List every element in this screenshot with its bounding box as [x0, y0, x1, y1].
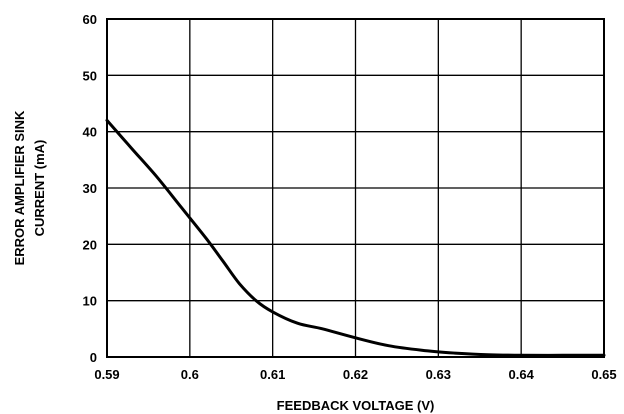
- x-tick-label: 0.63: [426, 367, 451, 382]
- series-line: [105, 118, 606, 357]
- y-tick-label: 50: [83, 68, 97, 83]
- y-axis-title-line-2: CURRENT (mA): [32, 140, 47, 237]
- y-tick-label: 0: [90, 350, 97, 365]
- series-layer: [105, 118, 606, 357]
- plot-frame: [106, 18, 605, 358]
- x-tick-label: 0.6: [181, 367, 199, 382]
- y-tick-labels: 0 10 20 30 40 50 60: [83, 12, 97, 365]
- y-tick-label: 20: [83, 237, 97, 252]
- y-tick-label: 40: [83, 125, 97, 140]
- x-tick-label: 0.61: [260, 367, 285, 382]
- x-axis-title: FEEDBACK VOLTAGE (V): [277, 398, 435, 413]
- plot-border: [106, 18, 605, 358]
- x-tick-label: 0.64: [509, 367, 535, 382]
- x-tick-label: 0.65: [591, 367, 616, 382]
- y-tick-label: 60: [83, 12, 97, 27]
- y-tick-label: 30: [83, 181, 97, 196]
- y-tick-label: 10: [83, 294, 97, 309]
- grid-lines: [106, 18, 605, 358]
- y-axis-title-line-1: ERROR AMPLIFIER SINK: [12, 110, 27, 265]
- x-tick-labels: 0.59 0.6 0.61 0.62 0.63 0.64 0.65: [94, 367, 616, 382]
- x-tick-label: 0.59: [94, 367, 119, 382]
- x-tick-label: 0.62: [343, 367, 368, 382]
